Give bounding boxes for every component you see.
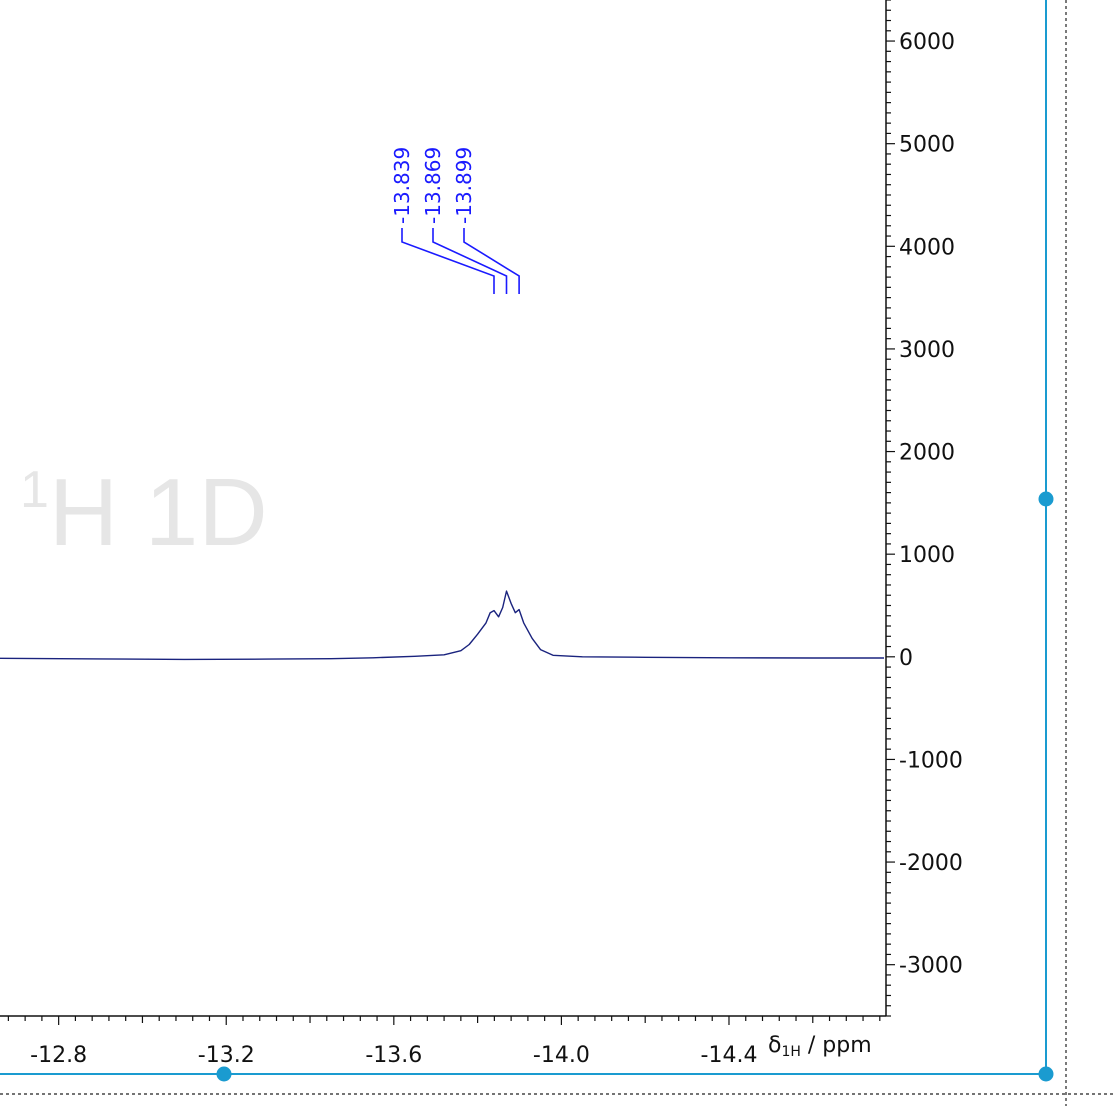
watermark-text: H 1D bbox=[49, 459, 268, 566]
x-axis: -12.8 -13.2 -13.6 -14.0 -14.4 bbox=[0, 1015, 886, 1068]
x-tick-label: -13.2 bbox=[198, 1043, 255, 1068]
x-tick-label: -14.0 bbox=[533, 1043, 590, 1068]
y-tick-label: 2000 bbox=[899, 441, 955, 466]
x-axis-title-subscript: 1H bbox=[781, 1044, 800, 1060]
peak-connector bbox=[401, 228, 495, 294]
peak-connector bbox=[463, 228, 520, 294]
spectrum-trace bbox=[0, 590, 884, 661]
corner-range-handle[interactable] bbox=[1038, 1066, 1054, 1082]
x-tick-label: -13.6 bbox=[365, 1043, 422, 1068]
peak-label: -13.869 bbox=[421, 147, 445, 224]
y-tick-label: 4000 bbox=[899, 235, 955, 260]
series-group bbox=[0, 590, 884, 661]
y-tick-label: -2000 bbox=[899, 851, 963, 876]
peak-connector bbox=[432, 228, 508, 294]
spectrum-type-watermark: 1H 1D bbox=[20, 459, 268, 566]
y-tick-label: -3000 bbox=[899, 954, 963, 979]
y-tick-label: 6000 bbox=[899, 30, 955, 55]
vertical-range-handle[interactable] bbox=[1038, 491, 1054, 507]
y-axis: 6000 5000 4000 3000 2000 1000 0 -1000 -2000 -3000 bbox=[885, 0, 963, 1017]
x-tick-label: -12.8 bbox=[30, 1043, 87, 1068]
y-tick-label: 3000 bbox=[899, 338, 955, 363]
x-axis-title: δ1H / ppm bbox=[768, 1033, 872, 1060]
x-axis-title-suffix: / ppm bbox=[801, 1033, 872, 1058]
peak-labels: -13.839 -13.869 -13.899 bbox=[390, 147, 520, 294]
peak-label: -13.839 bbox=[390, 147, 414, 224]
y-tick-label: 5000 bbox=[899, 133, 955, 158]
horizontal-range-handle[interactable] bbox=[216, 1066, 232, 1082]
y-tick-label: 0 bbox=[899, 646, 913, 671]
watermark-superscript: 1 bbox=[20, 461, 49, 519]
y-tick-label: -1000 bbox=[899, 748, 963, 773]
y-tick-label: 1000 bbox=[899, 543, 955, 568]
x-axis-title-prefix: δ bbox=[768, 1033, 781, 1058]
peak-label: -13.899 bbox=[452, 147, 476, 224]
x-tick-label: -14.4 bbox=[701, 1043, 758, 1068]
